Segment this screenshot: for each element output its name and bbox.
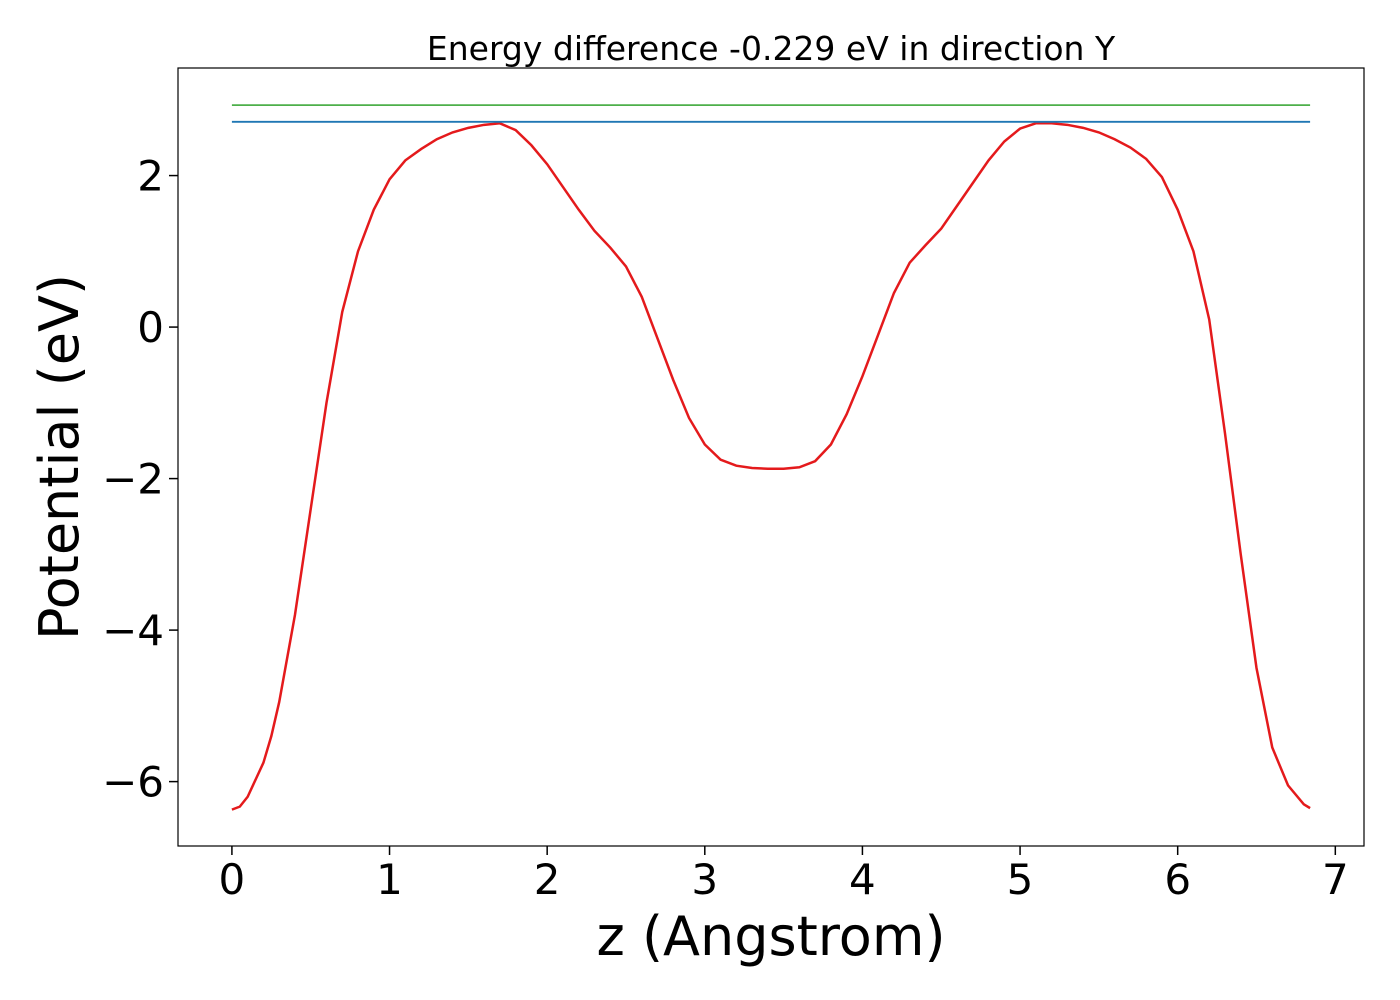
x-tick-label: 2 [534,855,561,904]
x-tick-label: 1 [376,855,403,904]
y-tick-label: −2 [102,455,164,504]
x-axis-label: z (Angstrom) [596,905,945,968]
x-tick-label: 5 [1007,855,1034,904]
y-axis-label: Potential (eV) [28,274,91,640]
y-tick-label: 2 [137,152,164,201]
x-tick-label: 7 [1322,855,1349,904]
y-tick-label: −6 [102,758,164,807]
x-tick-label: 3 [691,855,718,904]
y-tick-label: 0 [137,303,164,352]
x-tick-label: 0 [219,855,246,904]
x-tick-label: 6 [1164,855,1191,904]
plot-frame [177,67,1365,847]
x-tick-label: 4 [849,855,876,904]
y-tick-label: −4 [102,606,164,655]
chart-title: Energy difference -0.229 eV in direction… [427,29,1116,68]
data-line [231,122,1311,811]
